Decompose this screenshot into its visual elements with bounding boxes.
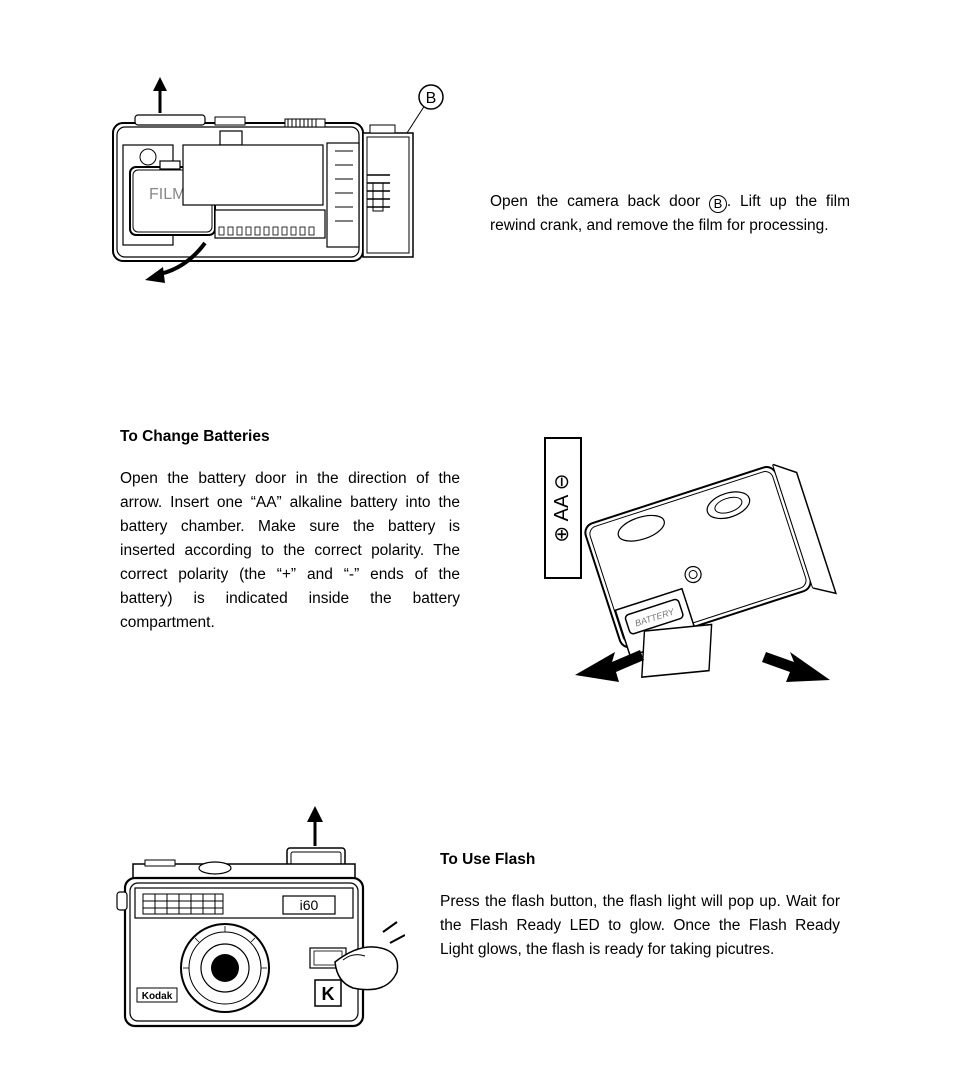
battery-diagram-icon: ⊕ AA ⊖ <box>545 438 581 578</box>
lens-icon <box>181 924 269 1012</box>
model-label: i60 <box>300 897 319 913</box>
heading-batteries: To Change Batteries <box>120 425 460 449</box>
arrow-left-icon <box>575 650 644 682</box>
up-arrow-icon <box>153 77 167 113</box>
body-flash: Press the flash button, the flash light … <box>440 890 840 962</box>
heading-flash: To Use Flash <box>440 848 840 872</box>
inline-callout-b: B <box>709 195 727 213</box>
section-open-back-door: FILM <box>105 85 865 295</box>
flash-text-block: To Use Flash Press the flash button, the… <box>440 848 840 962</box>
section-change-batteries: To Change Batteries Open the battery doo… <box>120 425 870 720</box>
section-use-flash: i60 Kodak K <box>115 800 875 1060</box>
illustration-flash: i60 Kodak K <box>115 800 405 1060</box>
illustration-camera-back-open: FILM <box>105 75 445 295</box>
body-batteries: Open the battery door in the direction o… <box>120 467 460 635</box>
back-door <box>363 125 413 257</box>
brand-label: Kodak <box>142 991 173 1002</box>
viewfinder-grid <box>143 894 223 914</box>
batteries-text-block: To Change Batteries Open the battery doo… <box>120 425 460 635</box>
illustration-battery: ⊕ AA ⊖ BATTERY <box>520 430 860 720</box>
svg-text:B: B <box>426 90 437 107</box>
text-before: Open the camera back door <box>490 193 709 210</box>
instruction-text-open-door: Open the camera back door B. Lift up the… <box>490 190 850 238</box>
up-arrow-icon <box>307 806 323 846</box>
film-label-text: FILM <box>149 186 185 203</box>
svg-text:K: K <box>322 984 335 1004</box>
callout-b: B <box>407 85 443 133</box>
arrow-right-icon <box>762 652 830 682</box>
svg-text:⊕ AA ⊖: ⊕ AA ⊖ <box>551 473 573 542</box>
